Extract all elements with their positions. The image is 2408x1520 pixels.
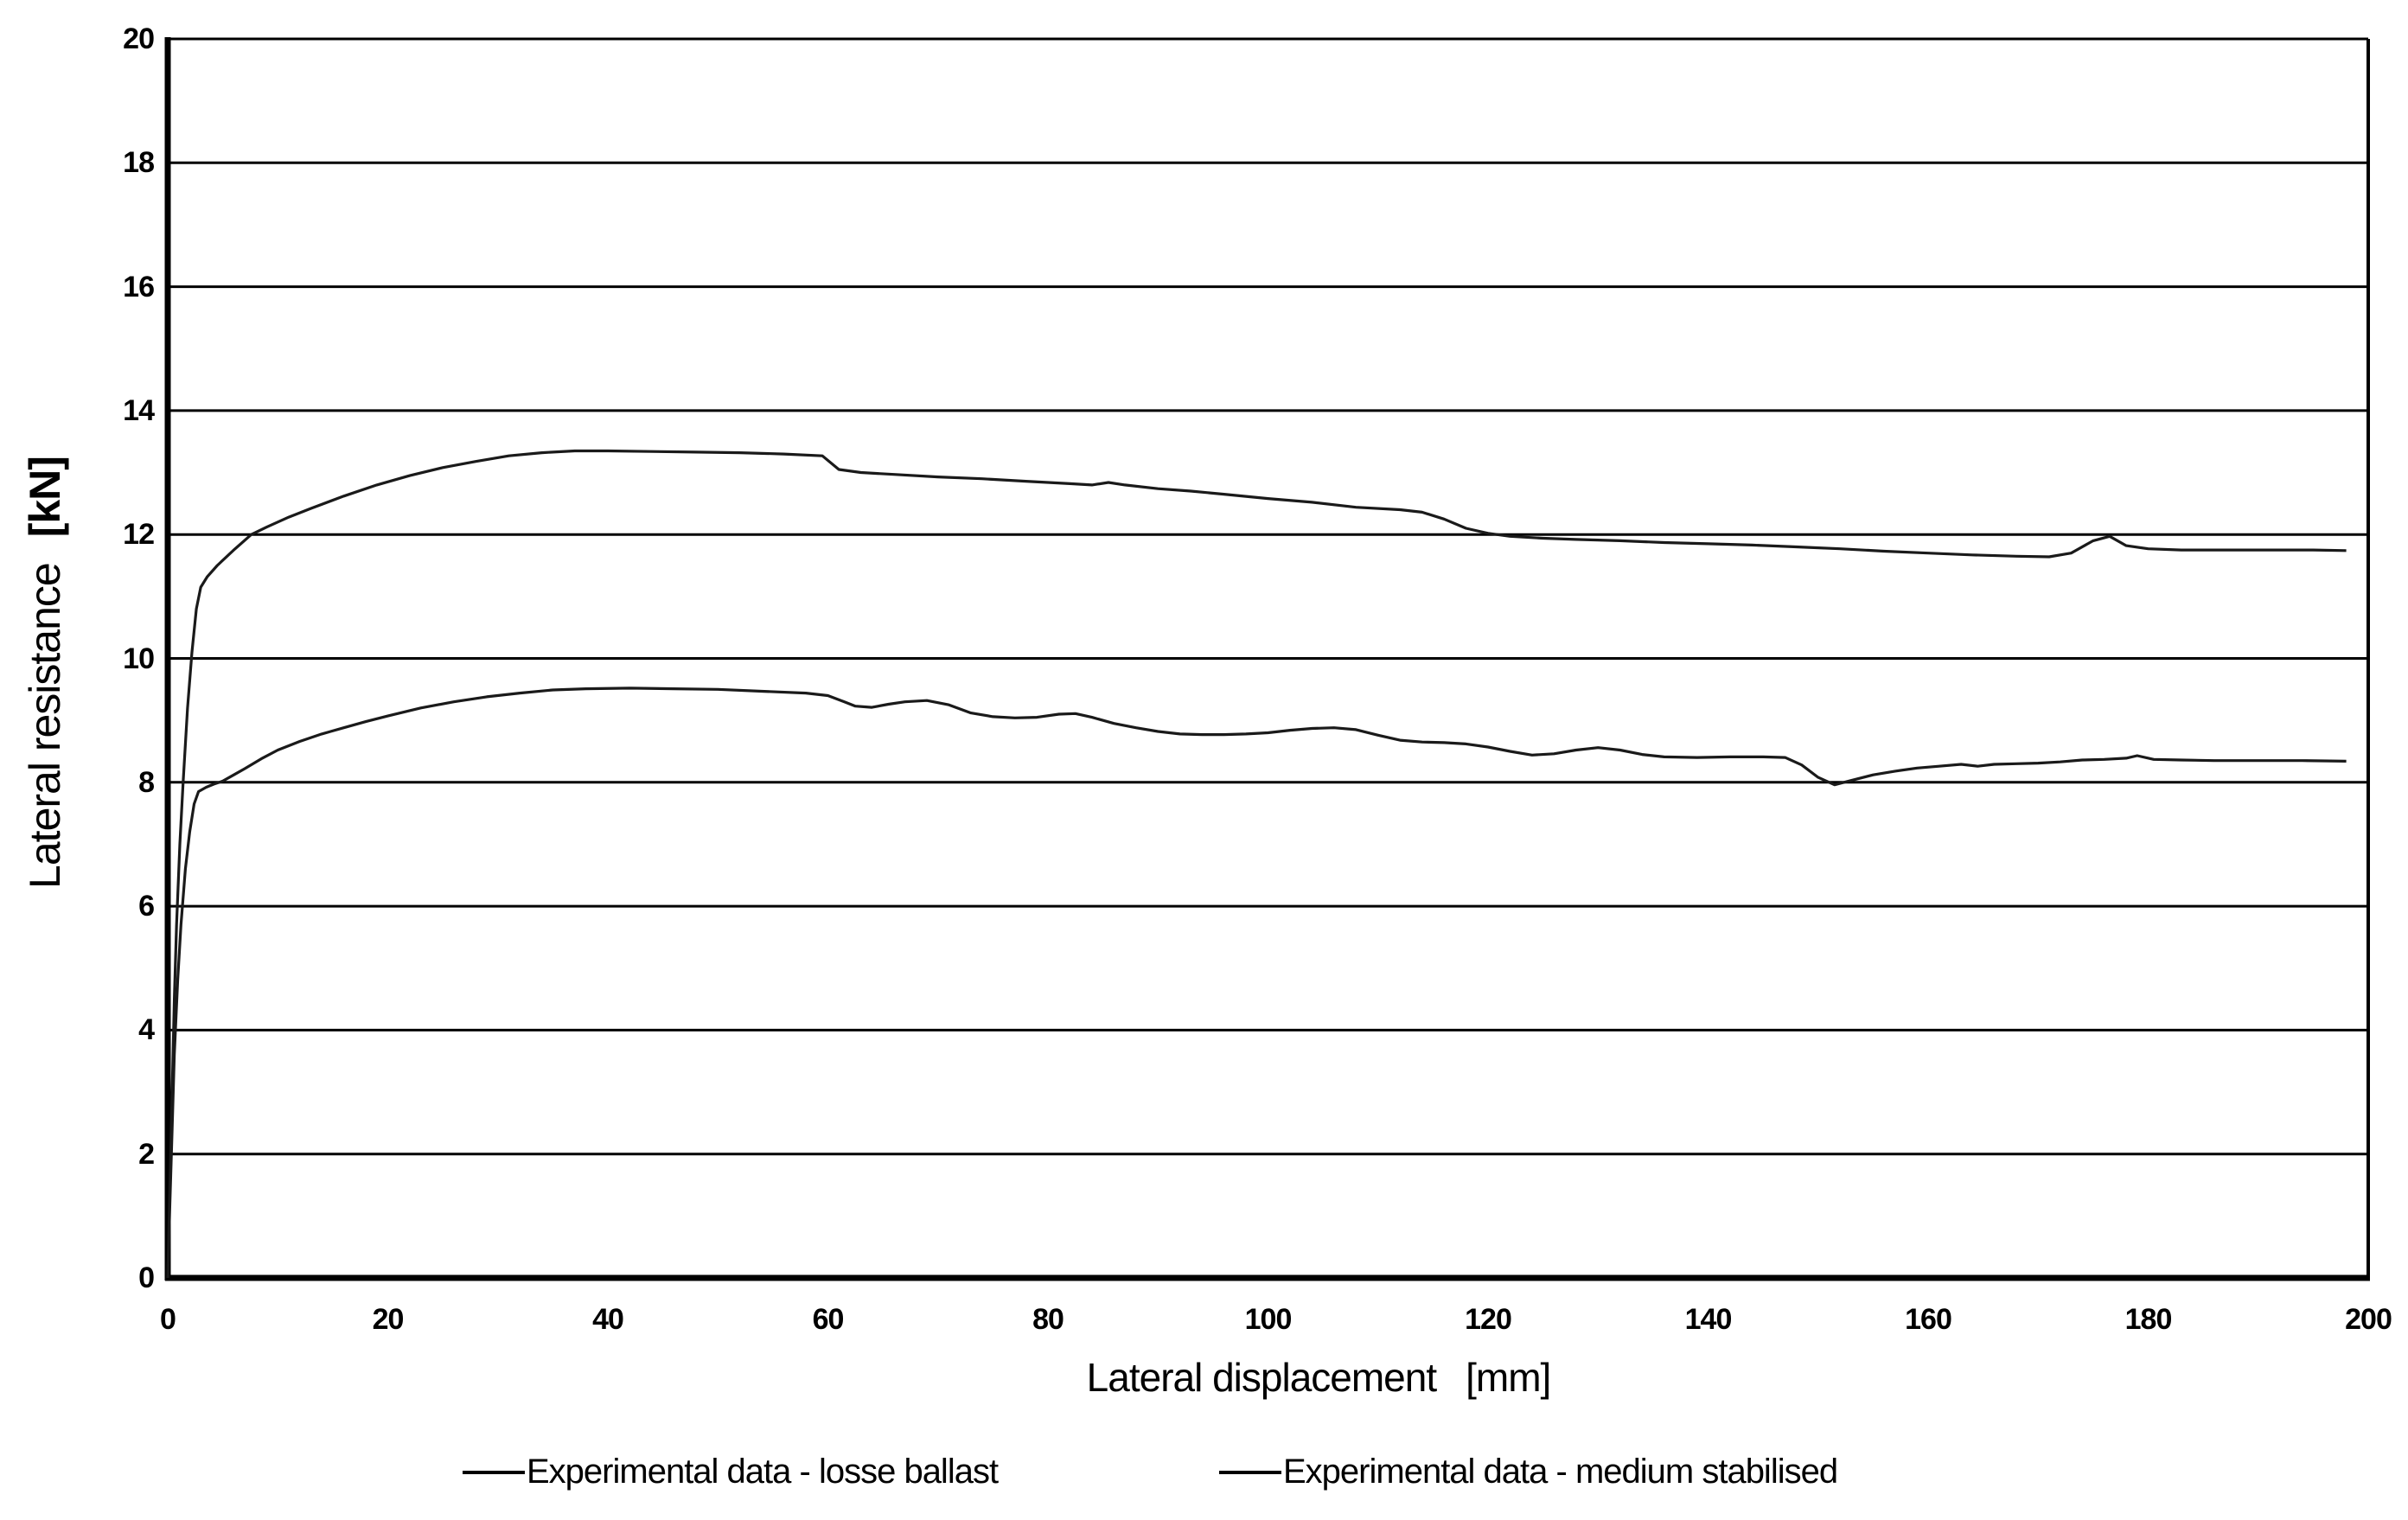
y-tick-label-0: 0 xyxy=(138,1261,155,1294)
legend-line-icon xyxy=(463,1470,525,1474)
y-tick-label-4: 4 xyxy=(138,1013,155,1047)
x-tick-label-100: 100 xyxy=(1244,1303,1293,1336)
y-tick-label-10: 10 xyxy=(123,642,155,675)
x-tick-label-40: 40 xyxy=(592,1303,624,1336)
y-tick-label-16: 16 xyxy=(123,270,155,303)
y-tick-label-18: 18 xyxy=(123,146,155,180)
y-tick-label-20: 20 xyxy=(123,22,155,55)
x-tick-label-0: 0 xyxy=(160,1303,176,1336)
x-tick-label-80: 80 xyxy=(1032,1303,1064,1336)
x-tick-label-120: 120 xyxy=(1465,1303,1512,1336)
x-tick-label-60: 60 xyxy=(812,1303,845,1336)
legend-label: Experimental data - medium stabilised xyxy=(1283,1453,1838,1491)
x-axis-title-text: Lateral displacement xyxy=(1086,1355,1437,1400)
legend-item-medium-stabilised: Experimental data - medium stabilised xyxy=(1219,1453,1838,1491)
legend-label: Experimental data - losse ballast xyxy=(527,1453,999,1491)
x-axis-unit: [mm] xyxy=(1466,1355,1551,1400)
x-tick-label-160: 160 xyxy=(1905,1303,1952,1336)
series-line-1 xyxy=(166,449,2347,1279)
x-tick-label-200: 200 xyxy=(2345,1303,2392,1336)
y-axis-title-text: Lateral resistance xyxy=(21,563,69,889)
x-axis-title: Lateral displacement [mm] xyxy=(1086,1354,1552,1401)
y-tick-label-2: 2 xyxy=(138,1137,155,1171)
legend-item-losse-ballast: Experimental data - losse ballast xyxy=(463,1453,999,1491)
y-tick-label-14: 14 xyxy=(123,393,155,427)
y-tick-label-6: 6 xyxy=(138,890,155,923)
x-tick-label-20: 20 xyxy=(372,1303,405,1336)
x-tick-label-140: 140 xyxy=(1684,1303,1733,1336)
x-tick-label-180: 180 xyxy=(2124,1303,2173,1336)
y-tick-label-8: 8 xyxy=(138,765,155,799)
legend-line-icon xyxy=(1219,1470,1281,1474)
y-tick-label-12: 12 xyxy=(123,518,155,552)
series-line-0 xyxy=(166,687,2347,1279)
